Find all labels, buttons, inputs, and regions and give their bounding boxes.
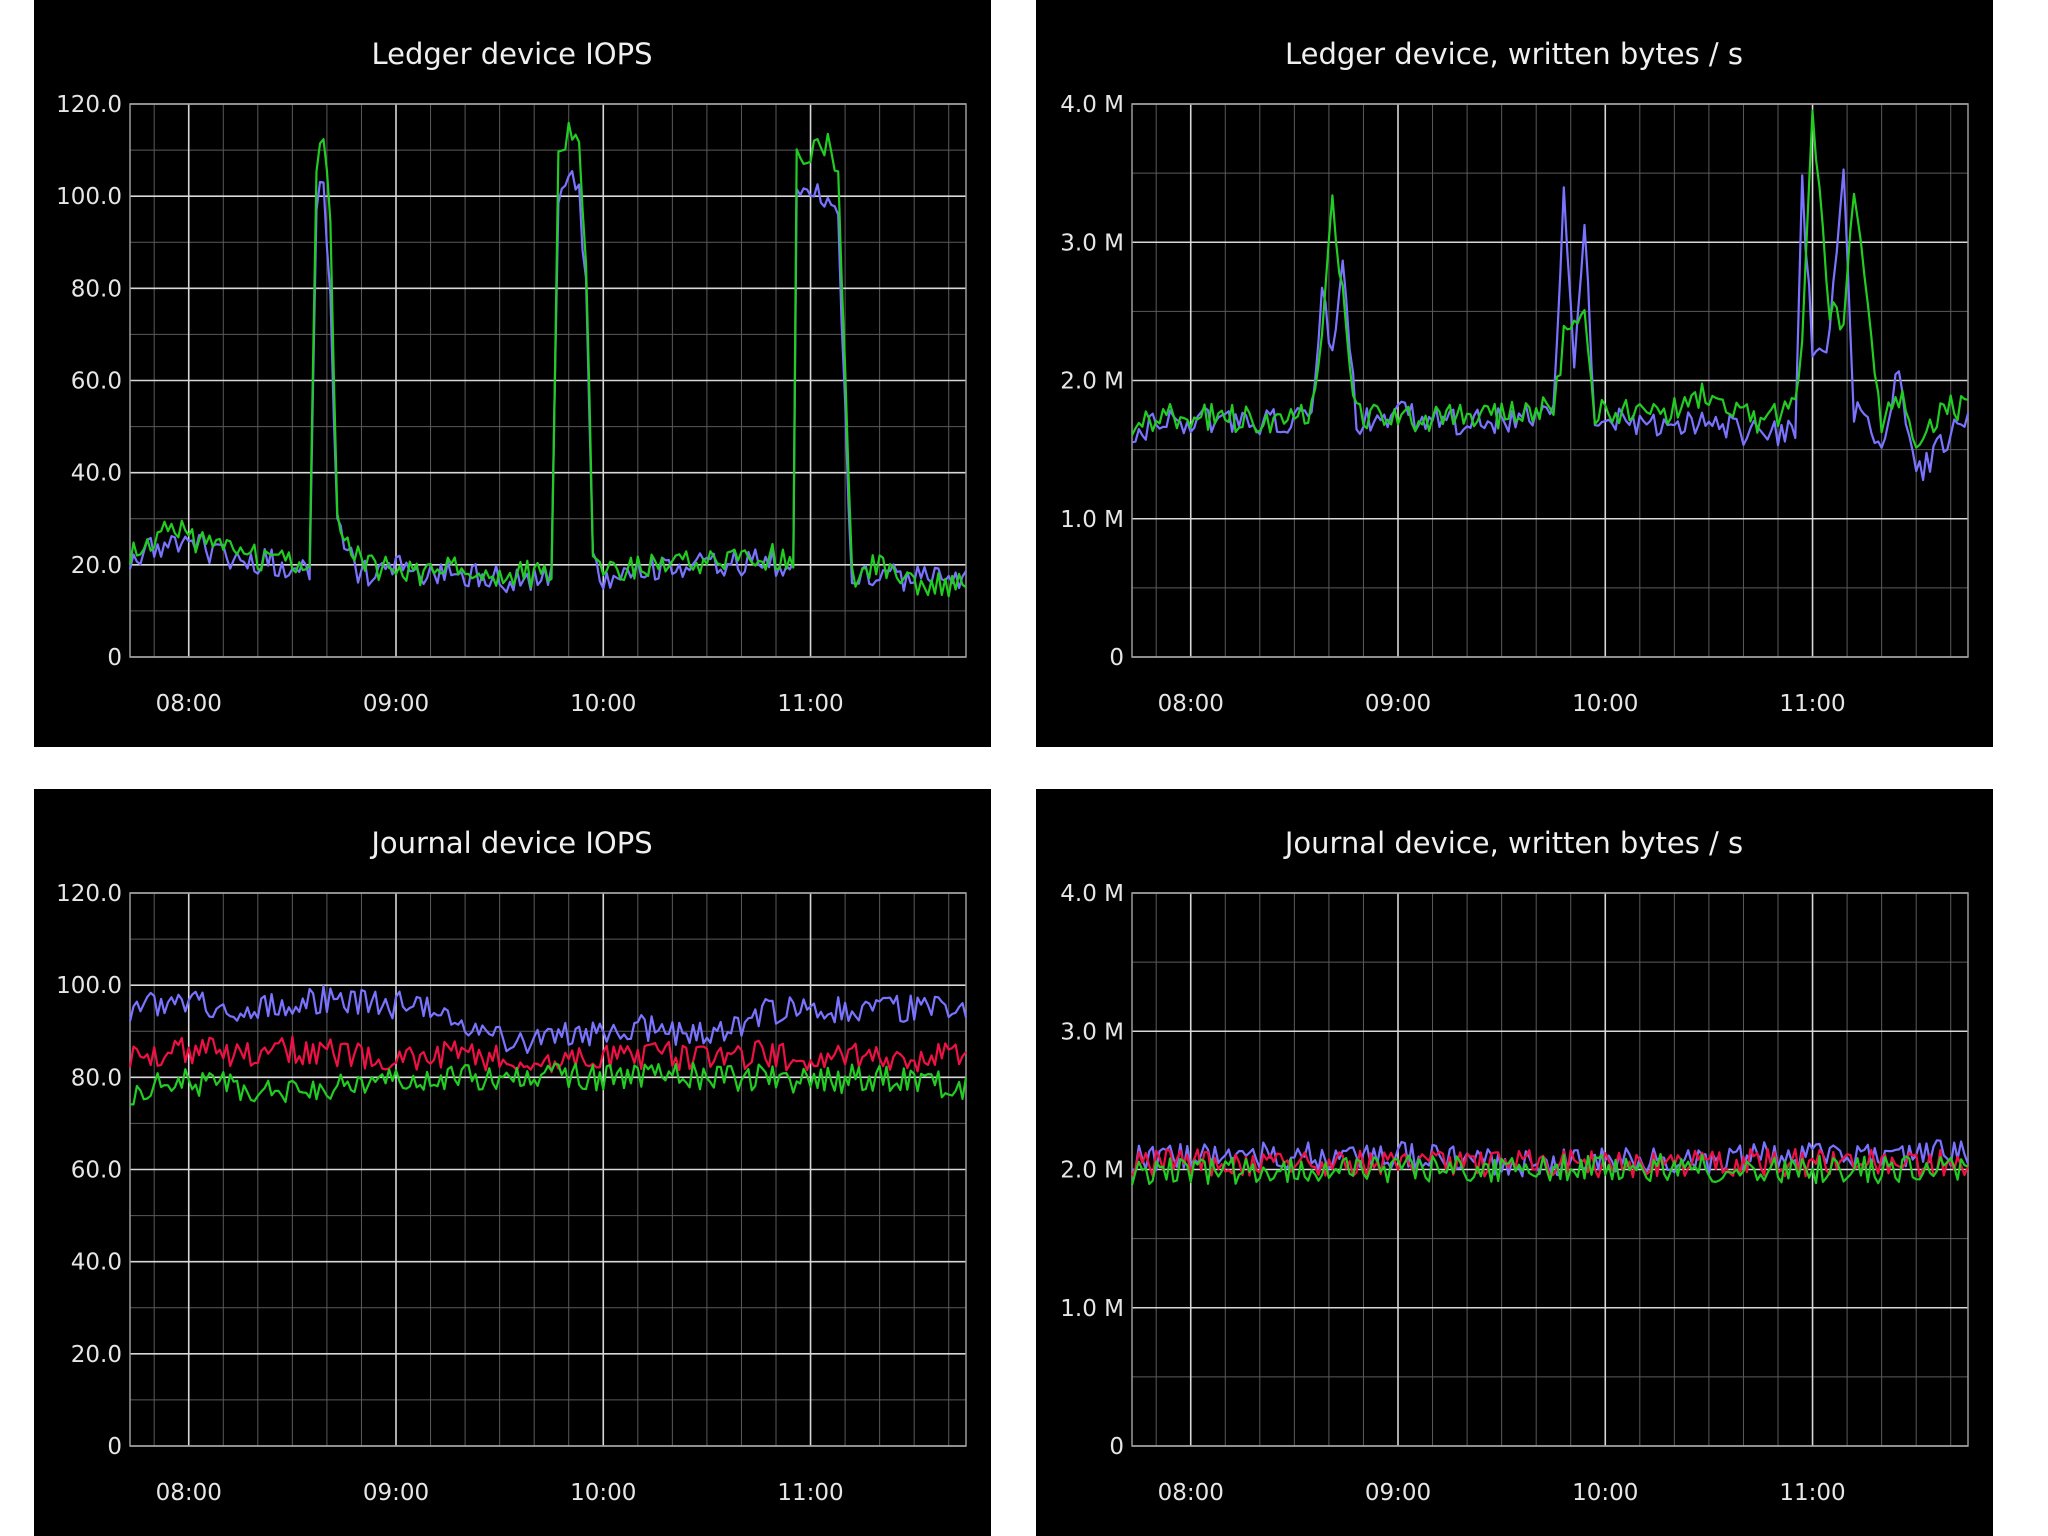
y-tick-label: 2.0 M (1060, 1158, 1124, 1184)
y-tick-label: 20.0 (71, 553, 122, 579)
x-tick-label: 10:00 (1572, 1480, 1638, 1506)
x-tick-label: 08:00 (156, 691, 222, 717)
x-tick-label: 09:00 (1365, 1480, 1431, 1506)
y-tick-label: 3.0 M (1060, 230, 1124, 256)
x-tick-label: 11:00 (777, 691, 843, 717)
y-tick-label: 3.0 M (1060, 1019, 1124, 1045)
series-line-0 (1131, 168, 1970, 482)
series-line-1 (128, 121, 967, 598)
y-tick-label: 100.0 (56, 184, 122, 210)
chart-title: Ledger device, written bytes / s (1285, 37, 1743, 71)
y-tick-label: 80.0 (71, 276, 122, 302)
x-tick-label: 08:00 (1158, 691, 1224, 717)
grid (130, 892, 966, 1447)
series-line-0 (128, 170, 967, 594)
panel-ledger-iops: Ledger device IOPS 0 20.0 40.0 60.0 80.0 100.… (34, 0, 991, 747)
y-tick-label: 0 (107, 645, 122, 671)
series-line-2 (129, 1061, 968, 1106)
x-tick-label: 11:00 (1779, 691, 1845, 717)
plot-frame (1131, 103, 1969, 658)
y-tick-label: 100.0 (56, 973, 122, 999)
y-tick-label: 1.0 M (1060, 1296, 1124, 1322)
x-tick-label: 09:00 (363, 691, 429, 717)
y-tick-label: 60.0 (71, 1158, 122, 1184)
x-tick-label: 10:00 (570, 691, 636, 717)
y-tick-label: 4.0 M (1060, 92, 1124, 118)
plot-frame (129, 892, 967, 1447)
panel-journal-iops: Journal device IOPS 0 20.0 40.0 60.0 80.0 100… (34, 789, 991, 1536)
grid (130, 103, 966, 658)
y-tick-label: 2.0 M (1060, 369, 1124, 395)
series-line-1 (1131, 109, 1969, 449)
x-tick-label: 11:00 (777, 1480, 843, 1506)
y-tick-label: 0 (1109, 1434, 1124, 1460)
series-line-2 (1130, 1152, 1969, 1186)
y-tick-label: 20.0 (71, 1342, 122, 1368)
y-tick-label: 120.0 (56, 881, 122, 907)
chart-title: Journal device IOPS (369, 826, 652, 860)
chart-ledger-bytes: Ledger device, written bytes / s 0 1.0 M 2… (1060, 37, 1970, 717)
y-tick-label: 40.0 (71, 1250, 122, 1276)
panel-journal-bytes: Journal device, written bytes / s 0 1.0 M… (1036, 789, 1993, 1536)
chart-title: Ledger device IOPS (371, 37, 652, 71)
x-tick-label: 08:00 (156, 1480, 222, 1506)
y-tick-label: 0 (107, 1434, 122, 1460)
y-tick-label: 4.0 M (1060, 881, 1124, 907)
y-tick-label: 0 (1109, 645, 1124, 671)
x-tick-label: 09:00 (363, 1480, 429, 1506)
x-tick-label: 10:00 (1572, 691, 1638, 717)
plot-frame (129, 103, 967, 658)
y-tick-label: 120.0 (56, 92, 122, 118)
panel-ledger-bytes: Ledger device, written bytes / s 0 1.0 M 2… (1036, 0, 1993, 747)
chart-ledger-iops: Ledger device IOPS 0 20.0 40.0 60.0 80.0 100.… (56, 37, 967, 717)
x-tick-label: 11:00 (1779, 1480, 1845, 1506)
x-tick-label: 09:00 (1365, 691, 1431, 717)
series-line-0 (128, 984, 968, 1054)
y-tick-label: 40.0 (71, 461, 122, 487)
x-tick-label: 10:00 (570, 1480, 636, 1506)
y-tick-label: 80.0 (71, 1065, 122, 1091)
x-tick-label: 08:00 (1158, 1480, 1224, 1506)
series-line-1 (128, 1035, 967, 1074)
chart-journal-bytes: Journal device, written bytes / s 0 1.0 M… (1060, 826, 1970, 1506)
y-tick-label: 60.0 (71, 369, 122, 395)
chart-title: Journal device, written bytes / s (1283, 826, 1743, 860)
chart-journal-iops: Journal device IOPS 0 20.0 40.0 60.0 80.0 100… (56, 826, 968, 1506)
y-tick-label: 1.0 M (1060, 507, 1124, 533)
